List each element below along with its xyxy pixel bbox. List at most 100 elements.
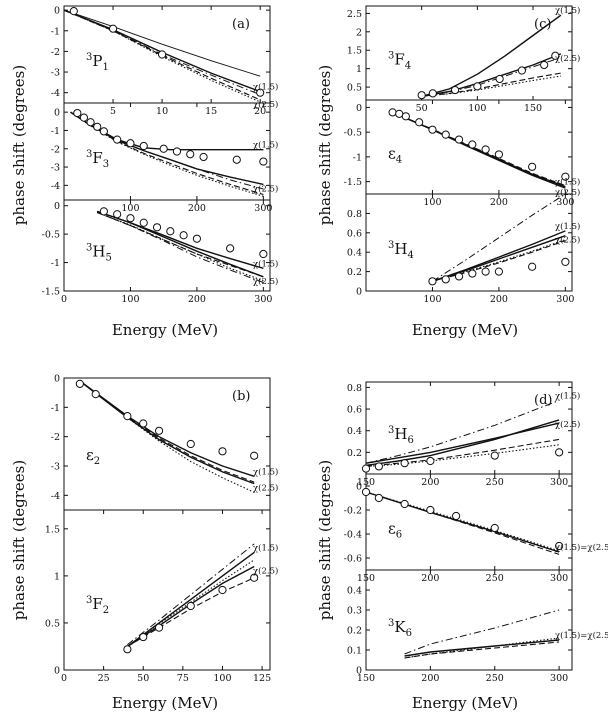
panel-letter: (c) — [534, 17, 551, 32]
x-tick-label: 300 — [556, 197, 574, 208]
curve-label: χ(1.5)=χ(2.5) — [555, 630, 608, 641]
curve-label: χ(1.5) — [555, 177, 580, 188]
panel-frame — [63, 509, 271, 671]
data-point — [468, 269, 477, 278]
series-line-1 — [96, 210, 264, 278]
series-line-2 — [404, 609, 560, 655]
data-point — [218, 447, 227, 456]
y-tick-label: -2 — [51, 432, 60, 443]
x-tick-label: 15 — [205, 106, 217, 117]
y-tick-label: 0.2 — [347, 448, 362, 459]
xlabel-bottom-right: Energy (MeV) — [412, 694, 518, 712]
series-line-2 — [432, 240, 566, 282]
y-tick-label: 0.4 — [347, 426, 362, 437]
y-tick-label: -2 — [51, 144, 60, 155]
data-point — [415, 118, 424, 127]
series-line-4 — [421, 75, 561, 97]
x-tick-label: 200 — [490, 294, 508, 305]
data-point — [494, 267, 504, 276]
panel-wave-label: 3F3 — [86, 149, 109, 170]
curve-label: χ(1.5) — [555, 221, 580, 232]
data-point — [428, 89, 437, 98]
data-point — [126, 139, 135, 148]
y-tick-label: -0.5 — [42, 230, 60, 241]
data-point — [259, 157, 268, 166]
panel-wave-label: ε4 — [388, 144, 402, 165]
y-tick-label: -1.5 — [42, 287, 60, 298]
x-tick-label: 100 — [468, 103, 486, 114]
data-point — [154, 623, 164, 632]
data-point — [400, 459, 409, 468]
x-tick-label: 300 — [254, 203, 272, 214]
series-line-0 — [421, 14, 562, 97]
y-tick-label: 0 — [356, 666, 362, 677]
x-tick-label: 20 — [254, 106, 266, 117]
data-point — [199, 152, 208, 162]
series-line-0 — [366, 491, 560, 553]
x-tick-label: 250 — [486, 673, 504, 684]
panel-wave-label: ε6 — [388, 520, 402, 541]
y-tick-label: 0 — [356, 103, 362, 114]
panel-frame — [365, 569, 573, 671]
y-tick-label: 0.5 — [45, 618, 60, 629]
y-tick-label: -1 — [353, 152, 362, 163]
data-point — [428, 125, 437, 134]
curve-label: χ(1.5)=χ(2.5) — [555, 542, 608, 553]
xlabel-top-right: Energy (MeV) — [412, 321, 518, 339]
series-line-2 — [79, 380, 255, 483]
curve-label: χ(2.5) — [555, 419, 580, 430]
data-point — [152, 223, 162, 232]
panel-6: 100 200 300 0 -0.5 -1 -1.5 χ(1.5)χ(2.5) ε4 — [344, 99, 580, 208]
series-line-3 — [421, 57, 562, 97]
panel-0: 5 10 15 20 0 -1 -2 -3 -4 χ(1.5) χ(2.5) 3P1 (a) — [51, 5, 278, 117]
data-point — [123, 412, 132, 421]
panel-wave-label: 3K6 — [388, 618, 412, 639]
data-point — [126, 214, 135, 223]
y-tick-label: 0.1 — [347, 646, 362, 657]
panel-7: 100 200 300 0 0.2 0.4 0.6 0.8 χ(1.5) χ(2.5) 3H4 — [347, 193, 580, 305]
x-tick-label: 125 — [253, 673, 271, 684]
data-point — [186, 601, 195, 611]
curve-label: χ(2.5) — [253, 183, 278, 194]
data-point — [374, 493, 383, 503]
data-point — [159, 144, 168, 153]
series-line-1 — [421, 53, 562, 97]
y-tick-label: 0.6 — [347, 405, 362, 416]
y-tick-label: -4 — [51, 181, 60, 192]
y-tick-label: -3 — [51, 163, 60, 174]
data-point — [517, 66, 526, 75]
data-point — [555, 448, 564, 457]
x-tick-label: 100 — [423, 294, 441, 305]
x-tick-label: 75 — [177, 673, 189, 684]
y-tick-label: 1 — [54, 571, 60, 582]
data-point — [86, 118, 95, 127]
curve-label: χ(2.5) — [555, 53, 580, 64]
curve-label: χ(2.5) — [253, 99, 278, 110]
y-tick-label: 0 — [356, 482, 362, 493]
data-point — [75, 379, 84, 388]
series-line-2 — [366, 491, 560, 552]
y-tick-label: -0.4 — [344, 530, 362, 541]
series-line-4 — [97, 211, 264, 282]
data-point — [374, 462, 383, 471]
y-tick-label: 0.8 — [347, 209, 362, 220]
data-point — [69, 7, 78, 16]
data-point — [481, 145, 490, 154]
panel-wave-label: ε2 — [86, 446, 100, 467]
data-point — [361, 464, 371, 473]
data-point — [172, 147, 182, 156]
y-tick-label: 1.5 — [347, 46, 362, 57]
panel-frame — [365, 193, 573, 292]
y-tick-label: -3 — [51, 68, 60, 79]
series-line-3 — [404, 637, 560, 659]
curve-label: χ(2.5) — [253, 483, 278, 494]
data-point — [139, 419, 148, 428]
x-tick-label: 200 — [188, 203, 206, 214]
panel-wave-label: 3H6 — [388, 425, 414, 446]
y-tick-label: 0 — [54, 201, 60, 212]
y-tick-label: 0.4 — [347, 248, 362, 259]
panel-letter: (a) — [232, 17, 250, 32]
data-point — [232, 155, 241, 164]
